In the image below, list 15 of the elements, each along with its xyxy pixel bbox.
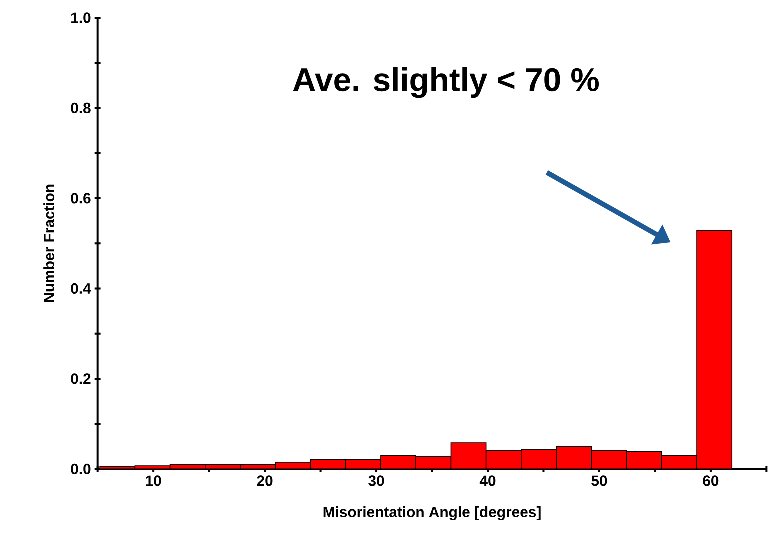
x-tick-label: 10	[146, 476, 162, 486]
x-tick-label: 50	[592, 476, 608, 486]
y-tick-label: 0.8	[71, 102, 91, 114]
y-tick-label: 0.6	[71, 193, 91, 204]
x-tick-label: 60	[703, 476, 719, 486]
y-tick-label: 1.0	[72, 12, 91, 24]
y-axis-title: Number Fraction	[44, 184, 55, 302]
x-axis-title: Misorientation Angle [degrees]	[324, 506, 541, 520]
x-tick-label: 40	[480, 476, 496, 486]
y-tick-label: 0.0	[71, 464, 91, 474]
y-tick-label: 0.2	[71, 374, 91, 384]
annotation: Ave. slightly < 70 %	[293, 67, 600, 98]
y-tick-label: 0.4	[71, 283, 92, 294]
x-tick-label: 20	[257, 476, 273, 486]
x-tick-label: 30	[368, 476, 384, 486]
